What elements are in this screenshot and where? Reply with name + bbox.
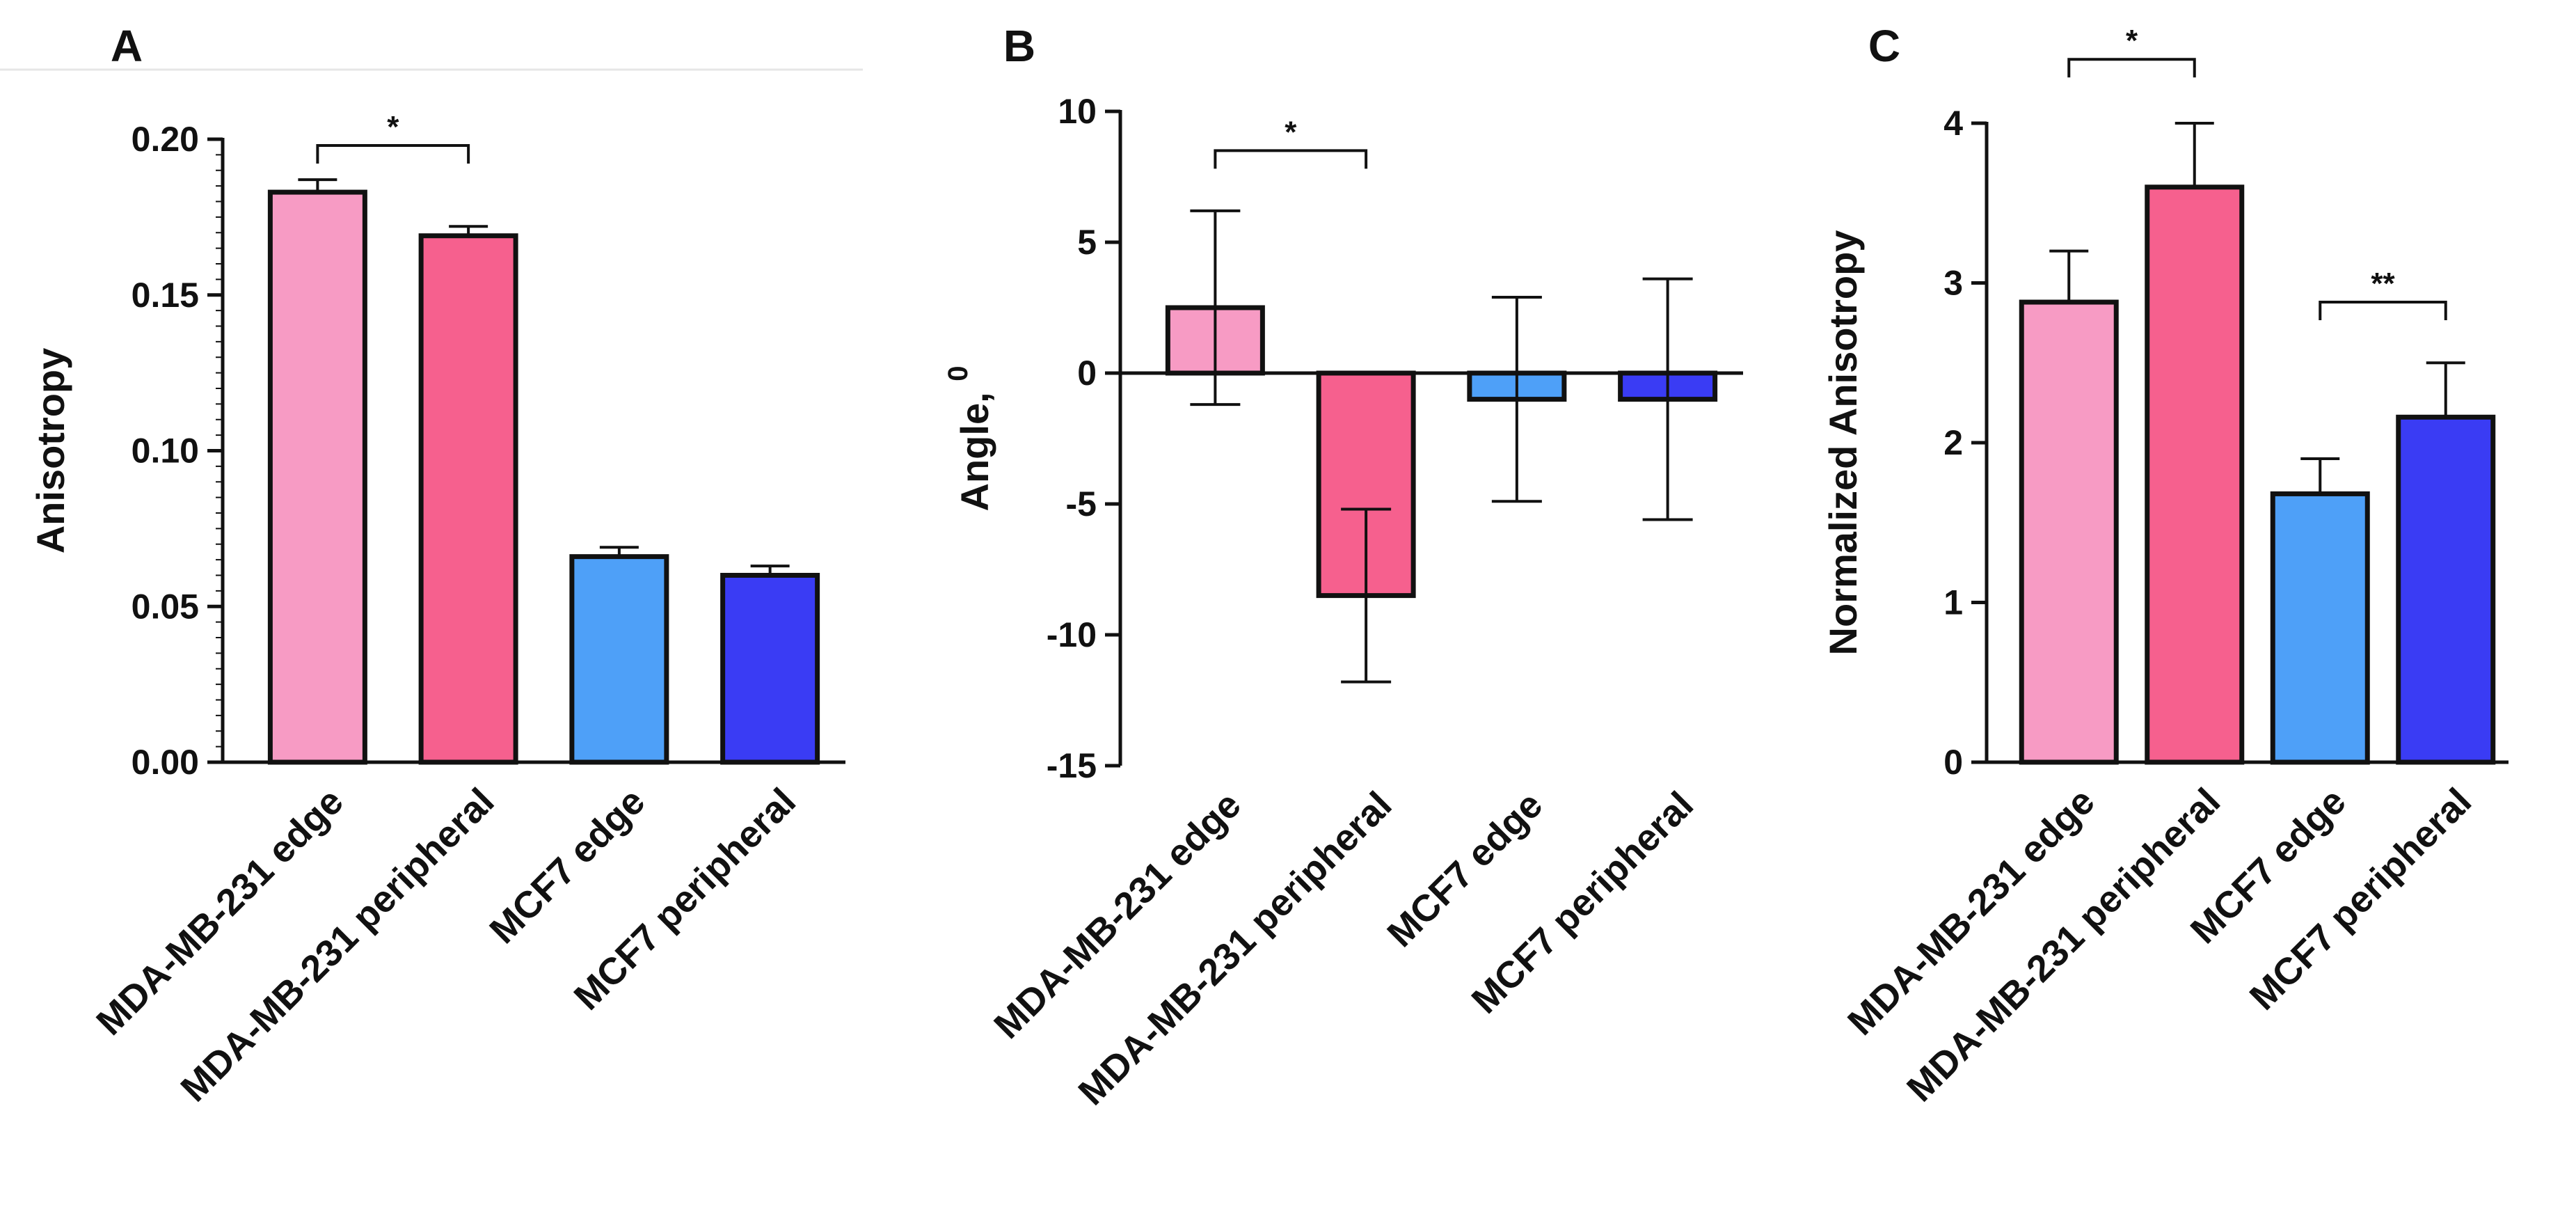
panel-letter: B [1003,21,1035,71]
y-tick-label: -5 [1066,484,1097,523]
significance-bracket-1 [1214,149,1368,169]
category-label-3: MCF7 edge [1379,784,1550,955]
significance-bracket-1 [2067,58,2196,78]
y-tick-label: 0.05 [132,587,199,626]
significance-bracket-1 [316,143,470,164]
category-label-3: MCF7 edge [482,780,653,952]
bar-1 [267,189,367,765]
y-tick-label: 0.20 [132,120,199,159]
category-label-1: MDA-MB-231 edge [986,784,1249,1047]
bar-4 [720,573,820,765]
y-tick-label: 5 [1077,223,1097,262]
bar-3 [569,554,669,765]
y-tick-label: 0.00 [132,743,199,782]
panel-letter: A [111,21,143,71]
y-axis-label: Anisotropy [29,348,72,554]
significance-label-1: * [1285,115,1297,149]
category-label-4: MCF7 peripheral [2242,780,2480,1018]
y-tick-label: 1 [1943,583,1963,622]
y-tick-label: 0 [1943,743,1963,782]
panel-c: C 0 1 2 3 4 Normalized Anisotropy MDA-MB-231 ed… [1821,21,2509,1110]
y-tick-label: -10 [1047,615,1097,654]
bar-3 [2270,491,2370,765]
y-axis-label: Normalized Anisotropy [1821,230,1865,656]
significance-label-1: * [387,110,399,144]
category-label-1: MDA-MB-231 edge [88,780,351,1043]
category-label-1: MDA-MB-231 edge [1840,780,2103,1043]
panel-a: A 0.00 0.05 0.10 0.15 0.20 Anisotropy MDA-MB-23… [29,21,845,1110]
panel-b: B -15 -10 -5 0 5 10 Angle, 0 MDA-MB-231 edgeMDA-… [943,21,1743,1113]
category-label-2: MDA-MB-231 peripheral [173,780,502,1110]
y-tick-label: 3 [1943,264,1963,303]
y-axis-label-superscript: 0 [943,366,973,381]
y-tick-label: 0.10 [132,432,199,471]
y-tick-label: 2 [1943,423,1963,462]
significance-label-2: ** [2371,267,2395,301]
y-axis-label: Angle, 0 [943,366,996,512]
category-label-2: MDA-MB-231 peripheral [1070,784,1399,1113]
y-tick-label: 0.15 [132,276,199,315]
y-tick-label: 10 [1058,92,1097,131]
bar-4 [2396,414,2496,765]
y-tick-label: 0 [1077,354,1097,393]
bar-1 [2019,299,2119,765]
panel-letter: C [1868,21,1900,71]
significance-bracket-2 [2319,301,2447,321]
significance-label-1: * [2126,24,2138,58]
y-tick-label: -15 [1047,746,1097,785]
bar-2 [418,233,518,765]
bar-2 [2145,184,2245,765]
y-tick-label: 4 [1943,104,1963,143]
